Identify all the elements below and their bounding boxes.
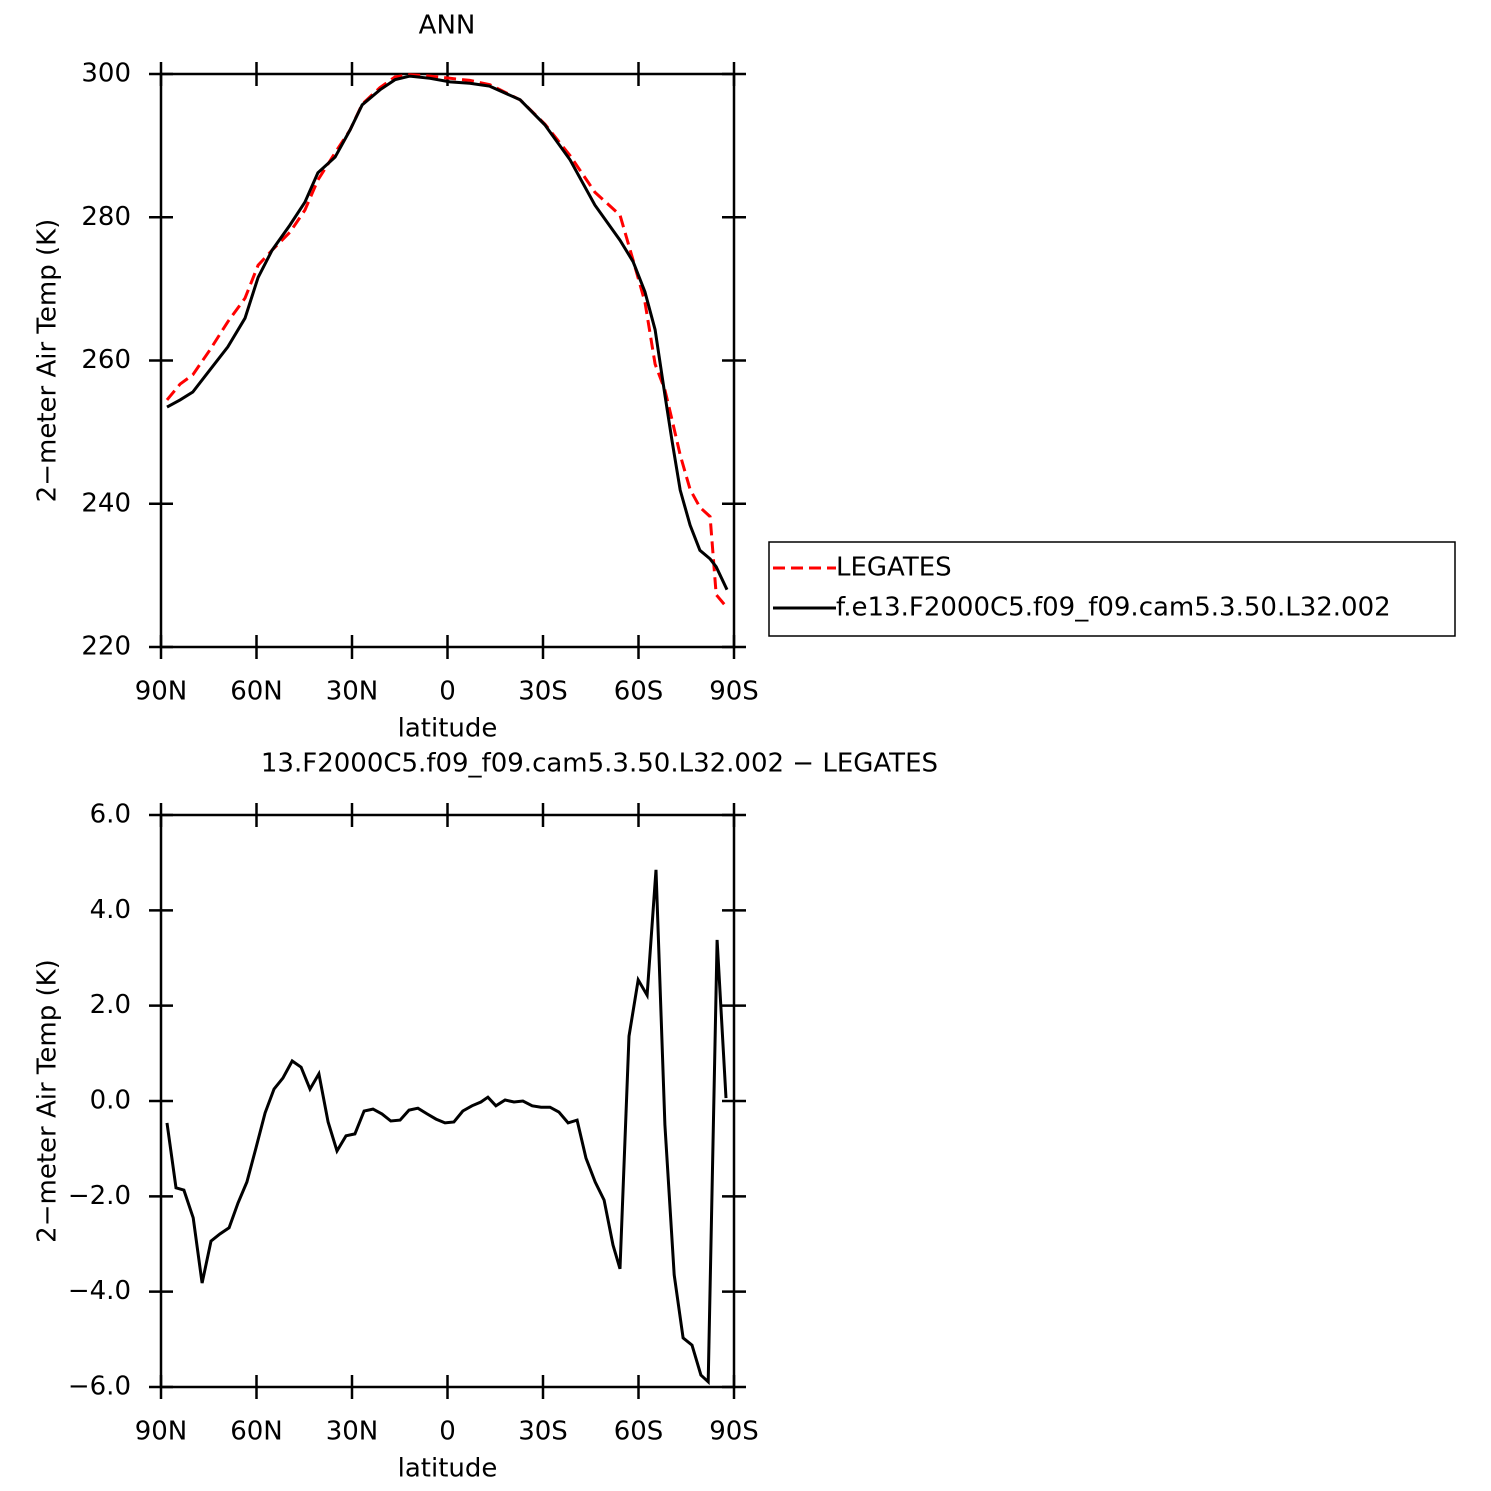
y-tick-label: −4.0 (68, 1276, 131, 1306)
x-tick-label: 60S (614, 677, 664, 707)
x-tick-label: 60S (614, 1417, 664, 1447)
x-tick-label: 90S (709, 1417, 759, 1447)
x-tick-label: 90S (709, 677, 759, 707)
legend-label: LEGATES (836, 553, 952, 583)
data-line (165, 869, 728, 1386)
y-tick-label: 2.0 (90, 990, 131, 1020)
y-tick-label: 280 (81, 202, 131, 232)
x-axis-title: latitude (398, 714, 498, 744)
x-tick-label: 0 (439, 677, 456, 707)
plot-frame (159, 72, 736, 649)
x-tick-label: 90N (135, 677, 188, 707)
x-tick-label: 30N (326, 1417, 379, 1447)
y-tick-label: −2.0 (68, 1181, 131, 1211)
legend-label: f.e13.F2000C5.f09_f09.cam5.3.50.L32.002 (836, 593, 1391, 623)
x-axis-title: latitude (398, 1454, 498, 1484)
x-tick-label: 30N (326, 677, 379, 707)
y-axis-title: 2−meter Air Temp (K) (33, 959, 63, 1243)
y-tick-label: 4.0 (90, 895, 131, 925)
y-tick-label: 6.0 (90, 800, 131, 830)
x-tick-label: 30S (518, 677, 568, 707)
y-tick-label: 240 (81, 488, 131, 518)
x-tick-label: 30S (518, 1417, 568, 1447)
data-line (166, 74, 729, 591)
x-tick-label: 60N (230, 677, 283, 707)
chart-title: 13.F2000C5.f09_f09.cam5.3.50.L32.002 − L… (261, 749, 938, 779)
x-tick-label: 0 (439, 1417, 456, 1447)
x-tick-label: 60N (230, 1417, 283, 1447)
y-tick-label: 260 (81, 345, 131, 375)
legend-box (768, 541, 1456, 637)
y-tick-label: 0.0 (90, 1086, 131, 1116)
y-tick-label: −6.0 (68, 1372, 131, 1402)
y-tick-label: 300 (81, 59, 131, 89)
x-tick-label: 90N (135, 1417, 188, 1447)
data-line (165, 73, 729, 609)
y-tick-label: 220 (81, 632, 131, 662)
y-axis-title: 2−meter Air Temp (K) (33, 219, 63, 503)
chart-title: ANN (419, 11, 476, 41)
plot-frame (159, 813, 736, 1389)
